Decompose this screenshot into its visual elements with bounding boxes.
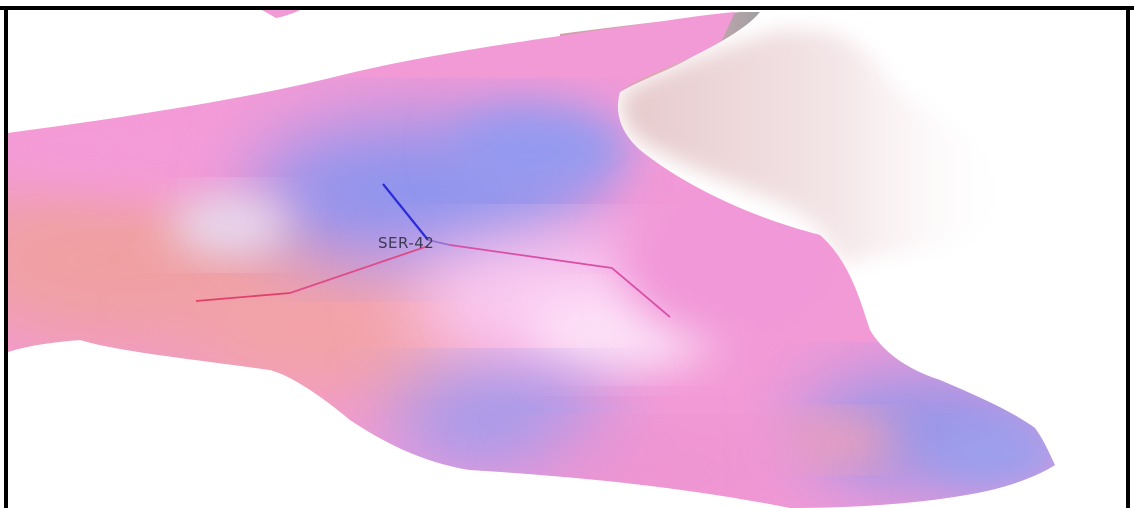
stick-bond [449, 244, 613, 269]
stick-bond [195, 292, 291, 302]
stick-bond [382, 183, 429, 241]
residue-ser-42-sticks[interactable] [195, 183, 671, 318]
viewport-frame-left [4, 6, 8, 508]
viewport-frame-right [1126, 6, 1130, 508]
residue-label: SER-42 [378, 234, 434, 252]
stick-bond [611, 267, 671, 318]
stick-bond [289, 245, 429, 294]
surface-fragment [262, 10, 300, 18]
viewport-frame-top [0, 6, 1134, 10]
stick-bond [427, 239, 451, 246]
pale-surface-lobe [620, 29, 1021, 265]
